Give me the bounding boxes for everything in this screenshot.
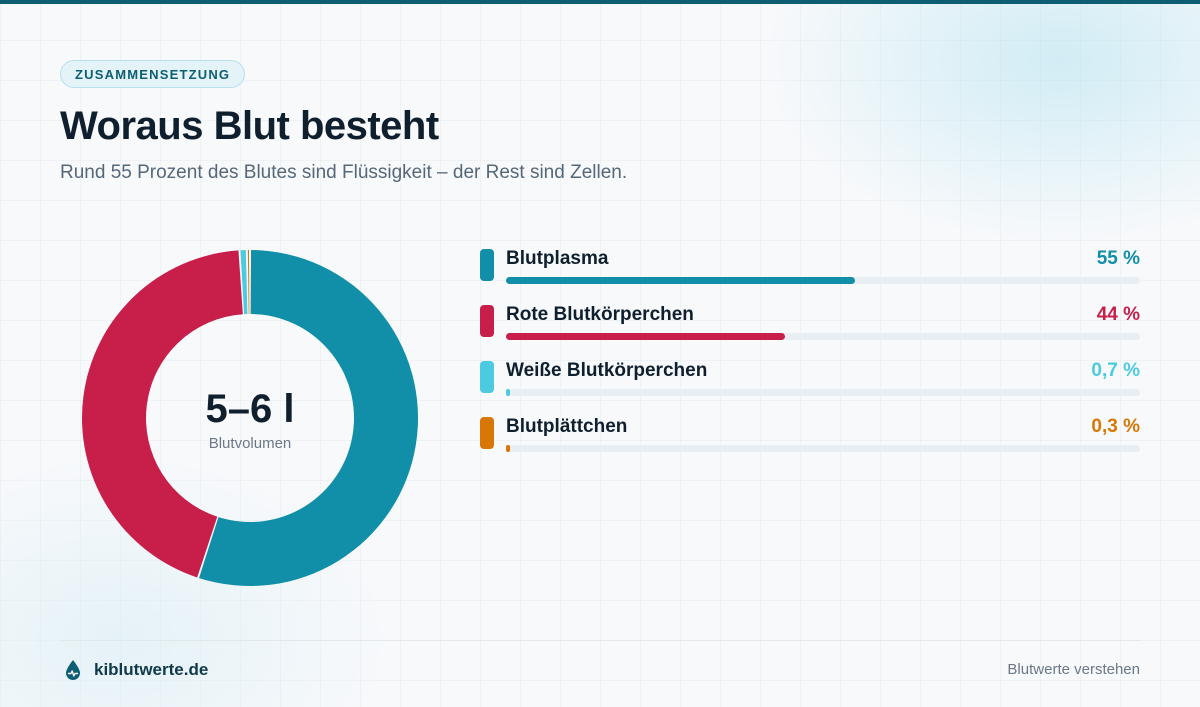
legend-value: 0,3 % [1091, 416, 1140, 437]
legend-item-blutplättchen: Blutplättchen 0,3 % [480, 415, 1140, 471]
legend-label: Rote Blutkörperchen [506, 304, 694, 325]
donut-slice-rote-blutkörperchen [81, 250, 243, 578]
legend-value: 44 % [1096, 304, 1140, 325]
legend-swatch [480, 417, 494, 449]
brand-name[interactable]: kiblutwerte.de [94, 660, 209, 679]
legend-swatch [480, 361, 494, 393]
legend-value: 55 % [1096, 248, 1140, 269]
donut-slice-blutplasma [199, 250, 418, 586]
blood-volume-value: 5–6 l [205, 387, 295, 431]
page-title: Woraus Blut besteht [60, 104, 439, 148]
legend-label: Weiße Blutkörperchen [506, 360, 708, 381]
legend-label: Blutplasma [506, 248, 609, 269]
legend: Blutplasma 55 % Rote Blutkörperchen 44 % Wei… [480, 247, 1140, 471]
legend-value: 0,7 % [1091, 360, 1140, 381]
legend-swatch [480, 249, 494, 281]
donut-chart [81, 250, 418, 586]
progress-track [506, 389, 1140, 396]
donut-center: 5–6 l Blutvolumen [150, 385, 350, 452]
legend-item-rote-blutkörperchen: Rote Blutkörperchen 44 % [480, 303, 1140, 359]
legend-item-weiße-blutkörperchen: Weiße Blutkörperchen 0,7 % [480, 359, 1140, 415]
legend-label: Blutplättchen [506, 416, 628, 437]
footer-tagline: Blutwerte verstehen [1007, 661, 1140, 678]
progress-track [506, 277, 1140, 284]
progress-fill [506, 389, 511, 396]
progress-track [506, 333, 1140, 340]
progress-fill [506, 277, 855, 284]
top-accent-bar [0, 0, 1200, 4]
donut-slice-weiße-blutkörperchen [240, 250, 248, 315]
footer-divider [60, 640, 1140, 641]
donut-slice-blutplättchen [247, 250, 250, 315]
category-badge: ZUSAMMENSETZUNG [60, 60, 246, 88]
blood-volume-label: Blutvolumen [208, 435, 292, 452]
legend-swatch [480, 305, 494, 337]
footer-brand: kiblutwerte.de [64, 657, 208, 683]
progress-fill [506, 445, 510, 452]
page-subtitle: Rund 55 Prozent des Blutes sind Flüssigk… [60, 162, 628, 183]
progress-fill [506, 333, 785, 340]
progress-track [506, 445, 1140, 452]
blood-drop-icon [66, 660, 80, 680]
legend-item-blutplasma: Blutplasma 55 % [480, 247, 1140, 303]
